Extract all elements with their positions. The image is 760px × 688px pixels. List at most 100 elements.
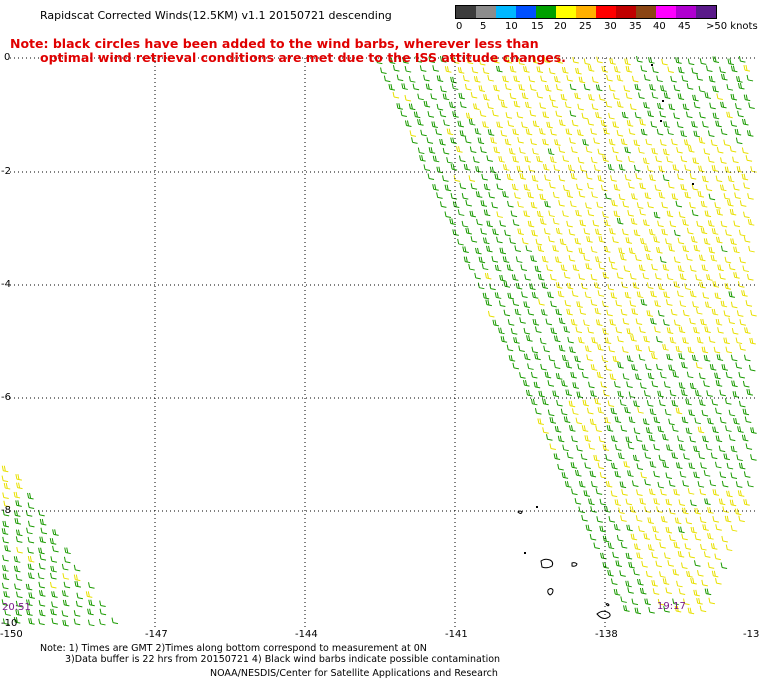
wind-barb — [684, 543, 692, 550]
wind-barb — [13, 556, 21, 563]
wind-barb — [623, 461, 630, 468]
wind-barb — [727, 58, 734, 66]
wind-barb — [618, 247, 625, 255]
wind-barb — [436, 192, 443, 199]
wind-barb — [519, 372, 526, 379]
wind-barb — [691, 209, 699, 217]
wind-barb — [640, 471, 648, 479]
wind-barb — [27, 547, 34, 554]
wind-barb — [618, 507, 625, 515]
wind-barb — [533, 381, 541, 389]
map-title: Rapidscat Corrected Winds(12.5KM) v1.1 2… — [40, 9, 392, 22]
wind-barb — [602, 211, 609, 218]
wind-barb — [726, 84, 734, 91]
wind-barb — [646, 165, 654, 172]
wind-barb — [619, 570, 626, 577]
wind-barb — [568, 400, 576, 408]
wind-barb — [569, 83, 577, 91]
wind-barb — [672, 164, 680, 171]
wind-barb — [661, 58, 668, 66]
wind-barb — [444, 211, 452, 218]
wind-barb — [668, 364, 675, 372]
wind-barb — [583, 83, 591, 91]
wind-barb — [545, 434, 553, 441]
wind-barb — [699, 605, 707, 613]
wind-barb — [648, 346, 655, 353]
wind-barb — [633, 229, 641, 237]
wind-barb — [630, 533, 638, 541]
wind-barb — [659, 542, 666, 549]
note-line-1: Note: black circles have been added to t… — [10, 36, 539, 51]
wind-barb — [478, 256, 486, 264]
wind-barb — [723, 193, 731, 200]
wind-barb — [626, 524, 633, 532]
wind-barb — [453, 175, 461, 182]
wind-barb — [723, 139, 730, 147]
wind-barb — [527, 191, 534, 199]
wind-barb — [465, 199, 472, 207]
wind-barb — [466, 57, 474, 65]
wind-barb — [692, 157, 699, 165]
wind-barb — [681, 362, 688, 369]
wind-barb — [673, 112, 680, 120]
wind-barb — [744, 327, 751, 334]
wind-barb — [716, 146, 724, 154]
wind-barb — [649, 461, 657, 468]
wind-barb — [553, 164, 561, 172]
wind-barb — [728, 263, 736, 271]
wind-barb — [631, 480, 639, 487]
wind-barb — [561, 67, 569, 74]
wind-barb — [746, 388, 753, 396]
wind-barb — [605, 101, 613, 108]
wind-barb — [566, 220, 573, 228]
wind-barb — [600, 381, 608, 389]
wind-barbs — [1, 55, 757, 627]
wind-barb — [612, 236, 619, 244]
wind-barb — [636, 552, 643, 560]
wind-barb — [625, 498, 633, 506]
wind-barb — [550, 129, 557, 136]
wind-barb — [741, 290, 748, 297]
wind-barb — [75, 600, 83, 608]
wind-barb — [38, 547, 45, 555]
wind-barb — [518, 345, 525, 353]
wind-barb — [658, 165, 666, 173]
wind-barb — [14, 518, 22, 525]
wind-barb — [640, 65, 648, 72]
wind-barb — [509, 237, 516, 245]
wind-barb — [733, 246, 740, 254]
wind-barb — [632, 282, 640, 289]
wind-barb — [721, 535, 728, 543]
wind-barb — [629, 103, 637, 111]
wind-barb — [555, 256, 562, 264]
wind-barb — [440, 85, 447, 93]
wind-barb — [720, 300, 728, 308]
wind-barb — [504, 229, 511, 237]
wind-barb — [687, 145, 695, 153]
wind-barb — [734, 103, 742, 110]
wind-barb — [636, 55, 643, 63]
wind-barb — [482, 292, 490, 300]
wind-barb — [638, 92, 645, 99]
wind-barb — [745, 300, 753, 307]
wind-barb — [436, 75, 444, 82]
wind-barb — [504, 138, 512, 146]
colorbar-label: 25 — [579, 21, 592, 32]
wind-barb — [616, 272, 624, 280]
wind-barb — [536, 91, 544, 99]
wind-barb — [2, 492, 9, 499]
wind-barb — [650, 318, 657, 325]
wind-barb — [39, 536, 46, 544]
wind-barb — [712, 426, 719, 434]
wind-barb — [462, 75, 470, 82]
wind-barb — [479, 110, 487, 118]
colorbar-swatch — [556, 6, 576, 18]
wind-barb — [700, 318, 707, 326]
wind-barb — [73, 574, 81, 582]
wind-barb — [671, 193, 679, 200]
wind-barb — [3, 500, 10, 508]
wind-barb — [620, 596, 627, 603]
colorbar-labels: 0 5 10 15 20 25 30 35 40 45 >50 knots — [450, 21, 760, 33]
wind-barb — [62, 573, 70, 580]
wind-barb — [708, 75, 716, 83]
